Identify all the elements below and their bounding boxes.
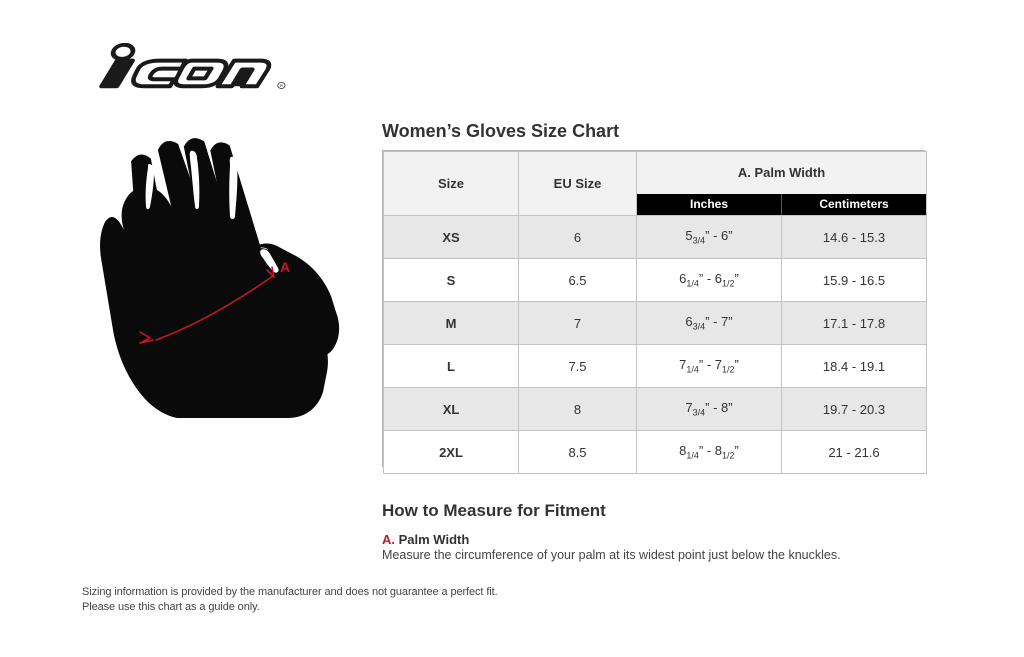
svg-text:A: A [280,259,290,275]
